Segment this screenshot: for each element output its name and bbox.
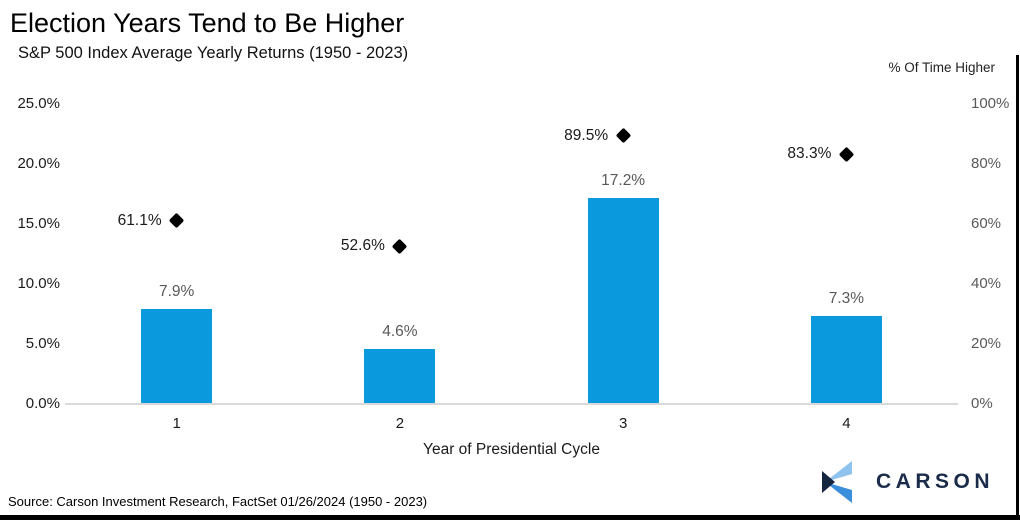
bar-value-label: 7.3% bbox=[828, 290, 865, 308]
x-axis-title: Year of Presidential Cycle bbox=[423, 441, 600, 458]
marker-value-label: 61.1% bbox=[117, 211, 162, 229]
y-axis-tick-label: 10.0% bbox=[17, 275, 60, 292]
right-axis-title: % Of Time Higher bbox=[888, 60, 995, 75]
chart-subtitle: S&P 500 Index Average Yearly Returns (19… bbox=[18, 44, 409, 62]
y2-axis-tick-label: 40% bbox=[971, 275, 1002, 292]
bottom-border-bar bbox=[0, 515, 1020, 520]
bar-value-label: 7.9% bbox=[158, 283, 195, 301]
bar bbox=[141, 309, 213, 404]
marker-diamond bbox=[838, 146, 855, 162]
source-note: Source: Carson Investment Research, Fact… bbox=[8, 494, 428, 509]
x-axis-line bbox=[65, 403, 958, 405]
x-axis-tick-label: 2 bbox=[395, 415, 405, 432]
x-axis-tick-label: 4 bbox=[842, 415, 851, 432]
y2-axis-tick-label: 0% bbox=[971, 395, 993, 412]
bar bbox=[364, 348, 436, 404]
marker-value-label: 52.6% bbox=[340, 237, 385, 255]
carson-logo-icon bbox=[822, 461, 852, 503]
y2-axis-tick-label: 80% bbox=[971, 155, 1002, 172]
bar-value-label: 4.6% bbox=[382, 322, 418, 340]
x-axis-tick-label: 3 bbox=[618, 415, 628, 432]
page-title: Election Years Tend to Be Higher bbox=[10, 8, 405, 38]
bar bbox=[810, 316, 882, 404]
marker-diamond bbox=[615, 127, 631, 144]
marker-value-label: 89.5% bbox=[564, 126, 609, 144]
y-axis-tick-label: 25.0% bbox=[17, 95, 60, 112]
marker-value-label: 83.3% bbox=[787, 145, 832, 163]
x-axis-tick-label: 1 bbox=[172, 415, 181, 432]
y-axis-tick-label: 15.0% bbox=[17, 215, 60, 232]
y-axis-tick-label: 0.0% bbox=[25, 395, 60, 412]
marker-diamond bbox=[392, 238, 408, 254]
marker-diamond bbox=[168, 212, 185, 229]
y-axis-tick-label: 5.0% bbox=[25, 335, 60, 352]
y-axis-tick-label: 20.0% bbox=[17, 155, 60, 172]
bar bbox=[587, 197, 659, 404]
y2-axis-tick-label: 20% bbox=[971, 335, 1002, 352]
y2-axis-tick-label: 60% bbox=[971, 215, 1002, 232]
carson-logo-text: CARSON bbox=[876, 470, 995, 493]
y2-axis-tick-label: 100% bbox=[971, 95, 1010, 112]
bar-value-label: 17.2% bbox=[601, 171, 646, 189]
right-border-line bbox=[1016, 55, 1019, 515]
